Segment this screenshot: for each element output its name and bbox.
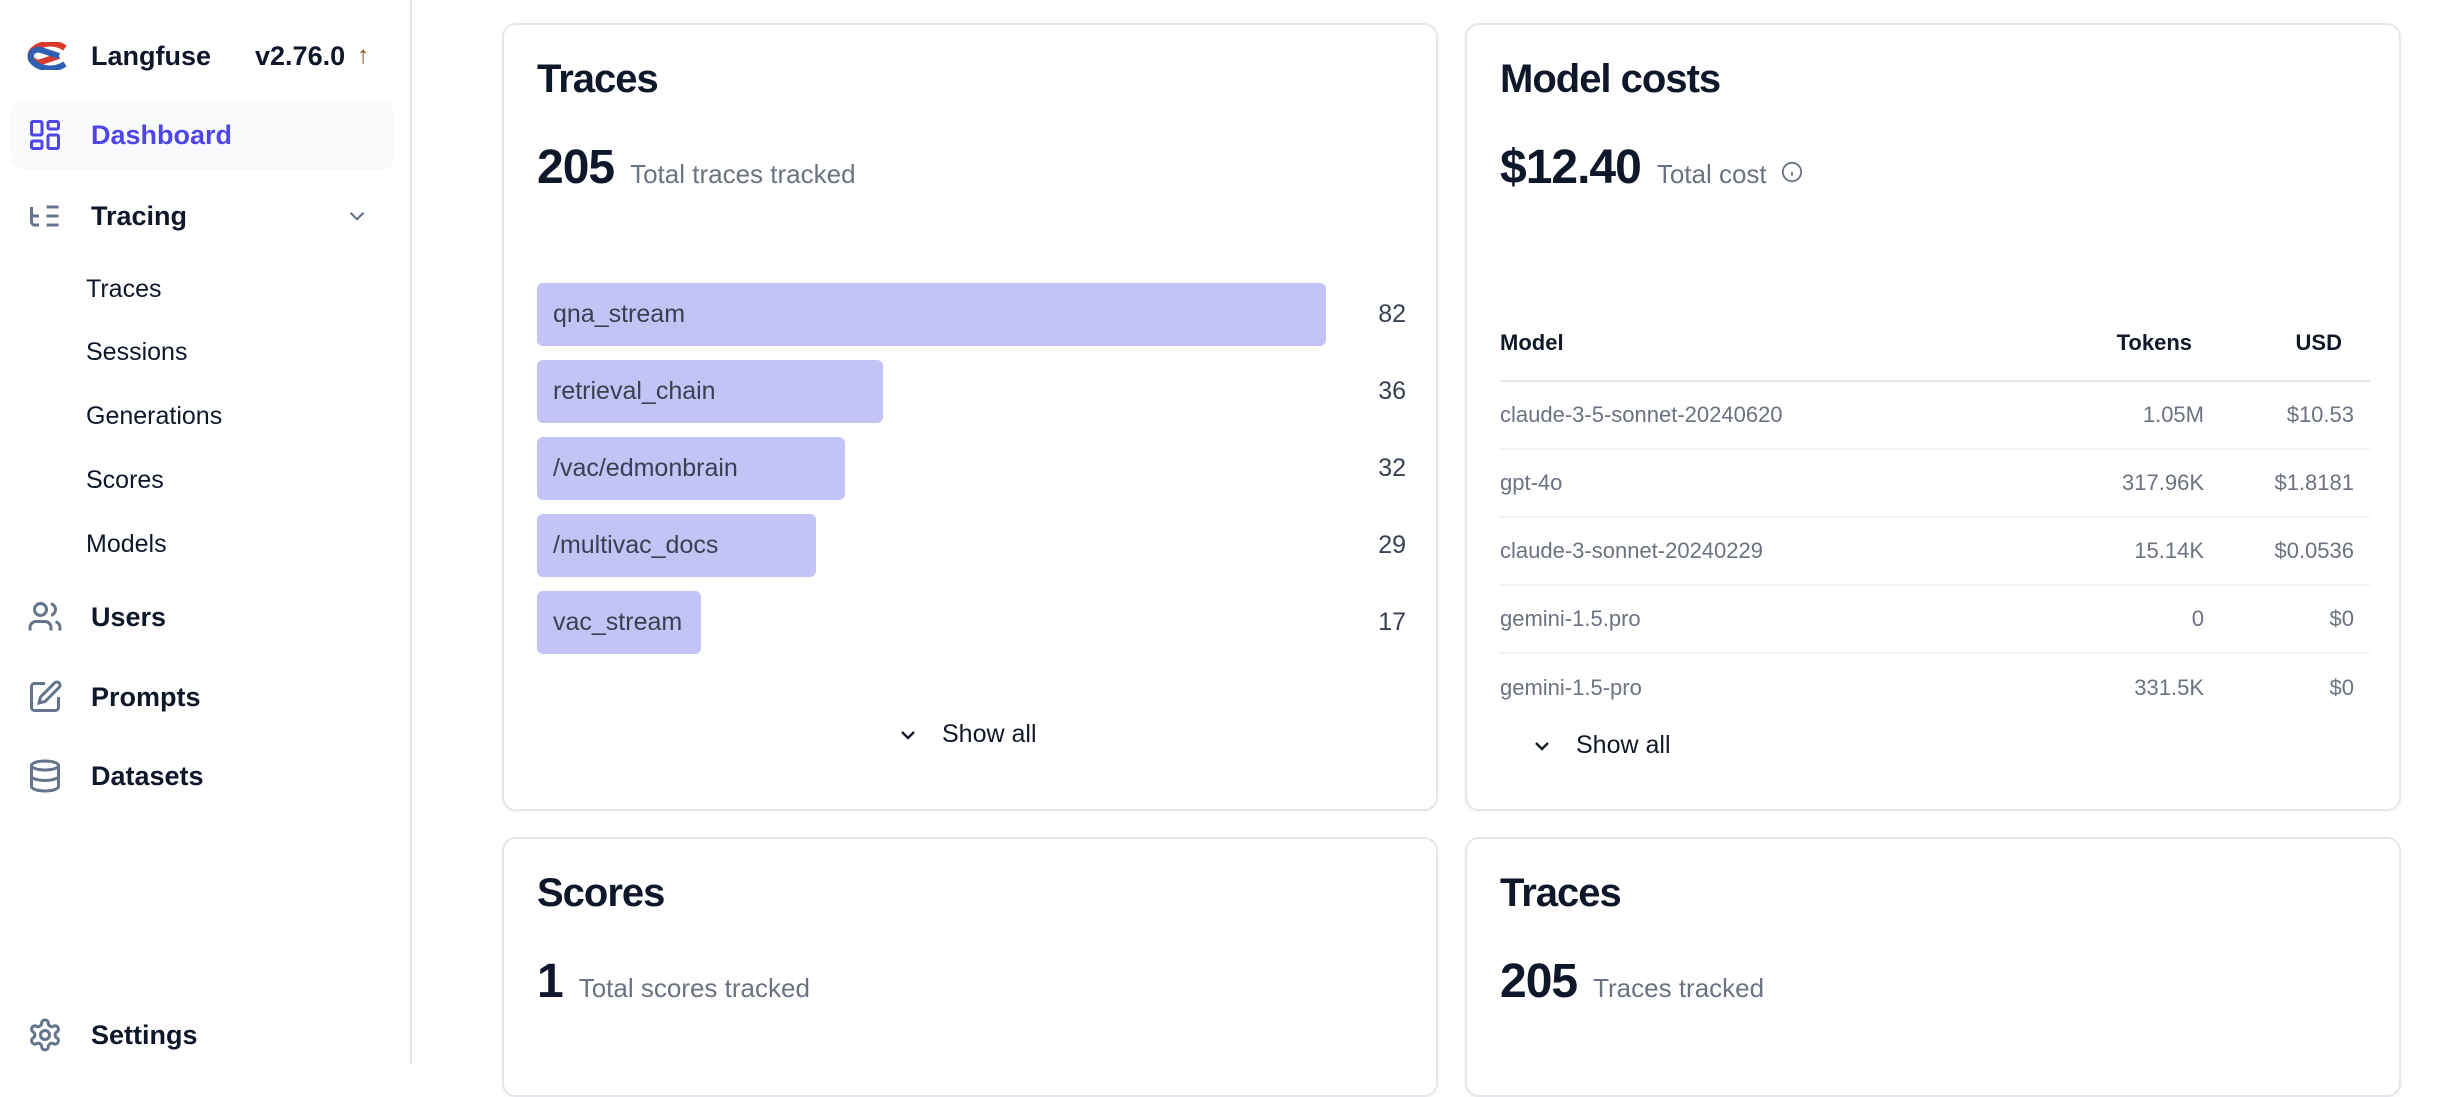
cell-model: claude-3-5-sonnet-20240620 [1500, 381, 2028, 450]
trace-bar-value: 17 [1378, 608, 1406, 636]
brand-name: Langfuse [91, 40, 212, 71]
total-label: Traces tracked [1593, 973, 1765, 1003]
sidebar-item-label: Dashboard [91, 119, 233, 150]
sidebar-item-label: Datasets [91, 760, 204, 791]
sidebar-item-tracing[interactable]: Tracing [11, 181, 394, 251]
sidebar-item-label: Users [91, 601, 167, 632]
trace-bar [537, 360, 884, 423]
update-arrow-icon[interactable]: ↑ [357, 42, 370, 69]
table-row: gemini-1.5.pro 0 $0 [1500, 585, 2370, 654]
trace-bar-value: 82 [1378, 300, 1406, 328]
table-row: claude-3-sonnet-20240229 15.14K $0.0536 [1500, 517, 2370, 586]
gear-icon [30, 1018, 60, 1052]
cell-usd: $10.53 [2220, 381, 2370, 450]
model-costs-card: Model costs $12.40 Total cost Model Toke… [1465, 23, 2401, 811]
cell-usd: $0.0536 [2220, 517, 2370, 586]
traces-total: 205 Total traces tracked [537, 140, 856, 195]
show-all-button[interactable]: Show all [896, 720, 1037, 749]
total-value: 205 [537, 141, 615, 194]
table-row: claude-3-5-sonnet-20240620 1.05M $10.53 [1500, 381, 2370, 450]
total-value: 205 [1500, 955, 1578, 1008]
trace-bar-label: vac_stream [553, 608, 683, 636]
column-tokens: Tokens [2027, 305, 2220, 382]
traces-tracked-card: Traces 205 Traces tracked [1465, 837, 2401, 1097]
sidebar-sub-scores[interactable]: Scores [86, 466, 164, 494]
sidebar-sub-traces[interactable]: Traces [86, 275, 162, 303]
show-all-button[interactable]: Show all [1530, 731, 1671, 760]
info-icon[interactable] [1781, 161, 1803, 183]
sidebar: Langfuse v2.76.0 ↑ Dashboard Tracing Tra… [0, 0, 412, 1064]
sidebar-item-users[interactable]: Users [11, 582, 394, 652]
brand[interactable]: Langfuse v2.76.0 ↑ [25, 36, 369, 76]
scores-total: 1 Total scores tracked [537, 954, 810, 1009]
sidebar-item-prompts[interactable]: Prompts [11, 662, 394, 732]
cell-tokens: 1.05M [2027, 381, 2220, 450]
users-icon [28, 602, 62, 631]
sidebar-item-label: Prompts [91, 681, 201, 712]
total-value: 1 [537, 955, 564, 1008]
trace-bar-label: retrieval_chain [553, 377, 716, 405]
version-label[interactable]: v2.76.0 [255, 40, 346, 71]
cell-usd: $0 [2220, 585, 2370, 654]
pencil-square-icon [30, 680, 62, 712]
chevron-down-icon [1535, 741, 1549, 751]
sidebar-sub-sessions[interactable]: Sessions [86, 338, 188, 366]
sidebar-item-label: Settings [91, 1019, 198, 1050]
sidebar-item-settings[interactable]: Settings [11, 1000, 394, 1070]
cell-tokens: 15.14K [2027, 517, 2220, 586]
chevron-down-icon [901, 730, 915, 740]
chevron-down-icon[interactable] [344, 203, 370, 229]
card-title: Traces [537, 57, 659, 101]
trace-bar-value: 32 [1378, 454, 1406, 482]
sidebar-sub-generations[interactable]: Generations [86, 402, 223, 430]
card-title: Traces [1500, 871, 1622, 915]
trace-bar [537, 514, 817, 577]
cell-tokens: 317.96K [2027, 449, 2220, 518]
model-costs-table: Model Tokens USD claude-3-5-sonnet-20240… [1500, 305, 2370, 721]
cell-model: gemini-1.5-pro [1500, 674, 1642, 700]
total-value: $12.40 [1500, 141, 1642, 194]
langfuse-logo-icon [27, 42, 67, 70]
database-icon [30, 759, 60, 793]
trace-bar-label: /multivac_docs [553, 531, 719, 559]
show-all-label: Show all [942, 720, 1037, 748]
cell-tokens: 0 [2027, 585, 2220, 654]
total-label: Total traces tracked [630, 159, 856, 189]
cell-model: gemini-1.5.pro [1500, 585, 2028, 654]
scores-card: Scores 1 Total scores tracked [502, 837, 1438, 1097]
trace-bar-label: qna_stream [553, 300, 686, 328]
cell-usd: $0 [2329, 674, 2354, 700]
layout-dashboard-icon [30, 120, 60, 150]
list-tree-icon [30, 205, 59, 227]
sidebar-item-datasets[interactable]: Datasets [11, 741, 394, 811]
card-title: Model costs [1500, 57, 1721, 101]
cell-model: claude-3-sonnet-20240229 [1500, 517, 2028, 586]
card-title: Scores [537, 871, 665, 915]
sidebar-item-dashboard[interactable]: Dashboard [11, 100, 394, 170]
cell-tokens: 331.5K [2134, 674, 2204, 700]
table-header-row: Model Tokens USD [1500, 305, 2370, 382]
table-row: gemini-1.5-pro 331.5K $0 [1500, 653, 2370, 721]
trace-bar-value: 36 [1378, 377, 1406, 405]
cost-total: $12.40 Total cost [1500, 140, 1803, 195]
trace-bar-value: 29 [1378, 531, 1406, 559]
total-label: Total cost [1656, 159, 1767, 189]
trace-bar [537, 591, 701, 654]
cell-model: gpt-4o [1500, 449, 2028, 518]
cell-usd: $1.8181 [2220, 449, 2370, 518]
trace-bar-label: /vac/edmonbrain [553, 454, 738, 482]
show-all-label: Show all [1576, 731, 1671, 759]
sidebar-item-label: Tracing [91, 200, 188, 231]
sidebar-sub-models[interactable]: Models [86, 530, 167, 558]
traces-card: Traces 205 Total traces tracked qna_stre… [502, 23, 1438, 811]
traces-tracked-total: 205 Traces tracked [1500, 954, 1764, 1009]
trace-bar [537, 283, 1326, 346]
table-row: gpt-4o 317.96K $1.8181 [1500, 449, 2370, 518]
trace-bar [537, 437, 845, 500]
total-label: Total scores tracked [578, 973, 810, 1003]
column-usd: USD [2220, 305, 2370, 382]
column-model: Model [1500, 305, 2028, 382]
